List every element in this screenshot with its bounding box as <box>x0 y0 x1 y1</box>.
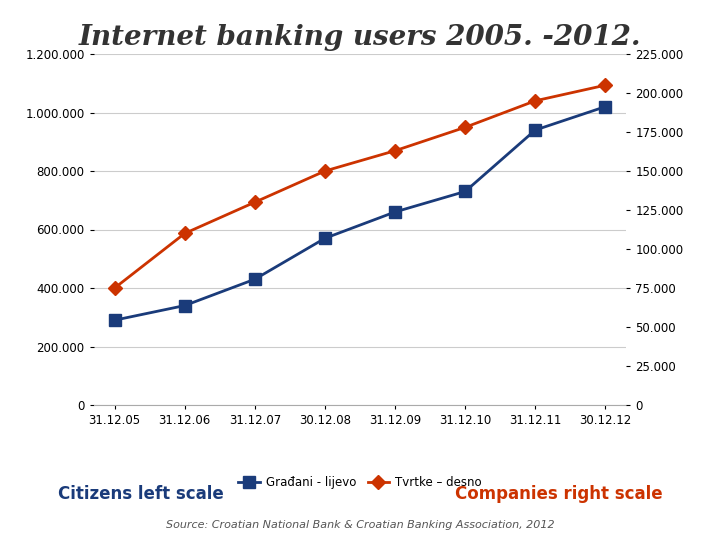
Građani - lijevo <box>531 127 539 133</box>
Text: Source: Croatian National Bank & Croatian Banking Association, 2012: Source: Croatian National Bank & Croatia… <box>166 520 554 530</box>
Tvrtke – desno <box>531 98 539 104</box>
Građani - lijevo <box>391 208 400 215</box>
Tvrtke – desno <box>601 82 610 89</box>
Građani - lijevo <box>320 235 329 241</box>
Građani - lijevo <box>251 276 259 282</box>
Tvrtke – desno <box>181 230 189 237</box>
Tvrtke – desno <box>391 147 400 154</box>
Line: Tvrtke – desno: Tvrtke – desno <box>109 80 611 293</box>
Text: Internet banking users 2005. -2012.: Internet banking users 2005. -2012. <box>78 24 642 51</box>
Tvrtke – desno <box>251 199 259 205</box>
Line: Građani - lijevo: Građani - lijevo <box>109 101 611 326</box>
Građani - lijevo <box>110 317 119 323</box>
Text: Citizens left scale: Citizens left scale <box>58 485 223 503</box>
Legend: Građani - lijevo, Tvrtke – desno: Građani - lijevo, Tvrtke – desno <box>234 471 486 494</box>
Građani - lijevo <box>461 188 469 195</box>
Građani - lijevo <box>601 103 610 110</box>
Tvrtke – desno <box>461 124 469 131</box>
Građani - lijevo <box>181 302 189 309</box>
Text: Companies right scale: Companies right scale <box>455 485 662 503</box>
Tvrtke – desno <box>320 168 329 174</box>
Tvrtke – desno <box>110 285 119 291</box>
